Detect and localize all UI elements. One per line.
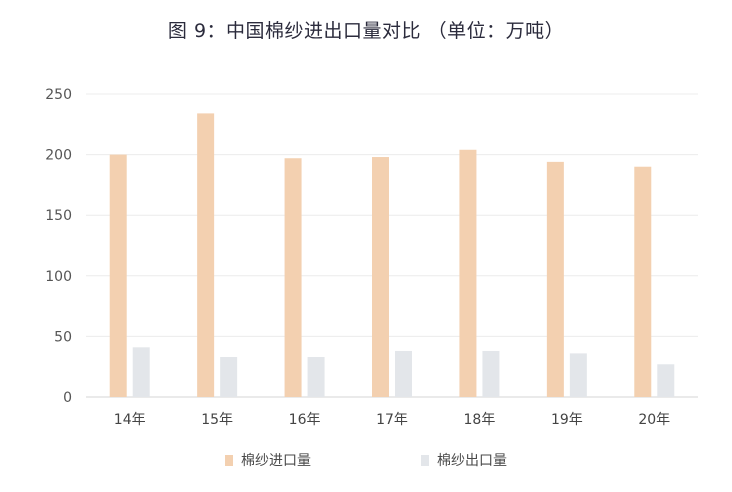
x-tick-label: 18年 [464,412,496,428]
y-tick-label: 100 [45,269,72,285]
x-tick-label: 19年 [551,412,583,428]
legend-swatch-import [225,454,233,466]
x-tick-label: 15年 [201,412,233,428]
x-tick-label: 14年 [114,412,146,428]
chart-title: 图 9：中国棉纱进出口量对比 （单位：万吨） [167,20,565,42]
bar-export-19年 [569,353,587,397]
legend-item-export: 棉纱出口量 [421,450,507,470]
bar-import-16年 [284,158,302,397]
x-axis-tick-labels: 14年 15年 16年 17年 18年 19年 20年 [114,412,670,428]
x-tick-label: 20年 [638,412,670,428]
legend-swatch-export [421,454,429,466]
bar-import-20年 [634,166,652,397]
bar-import-15年 [197,113,215,397]
legend-label-export: 棉纱出口量 [437,453,507,469]
bar-import-17年 [372,157,389,397]
x-tick-label: 16年 [289,412,321,428]
bar-export-16年 [307,357,325,397]
bar-export-17年 [395,350,412,397]
legend-item-import: 棉纱进口量 [225,450,311,470]
bars [109,113,675,397]
y-tick-label: 50 [54,329,72,345]
y-axis-tick-labels: 0 50 100 150 200 250 [45,87,72,406]
bar-import-18年 [459,149,477,397]
bar-export-14年 [132,347,150,397]
y-tick-label: 250 [45,87,72,103]
legend-label-import: 棉纱进口量 [241,453,311,469]
y-tick-label: 200 [45,148,72,164]
bar-export-18年 [482,350,500,397]
bar-export-20年 [657,364,675,397]
x-tick-label: 17年 [376,412,408,428]
bar-import-14年 [109,154,127,397]
y-tick-label: 0 [63,390,72,406]
y-tick-label: 150 [45,208,72,224]
bar-import-19年 [546,161,564,397]
grid-lines [86,93,698,398]
bar-export-15年 [220,357,238,397]
legend: 棉纱进口量 棉纱出口量 [0,450,732,470]
